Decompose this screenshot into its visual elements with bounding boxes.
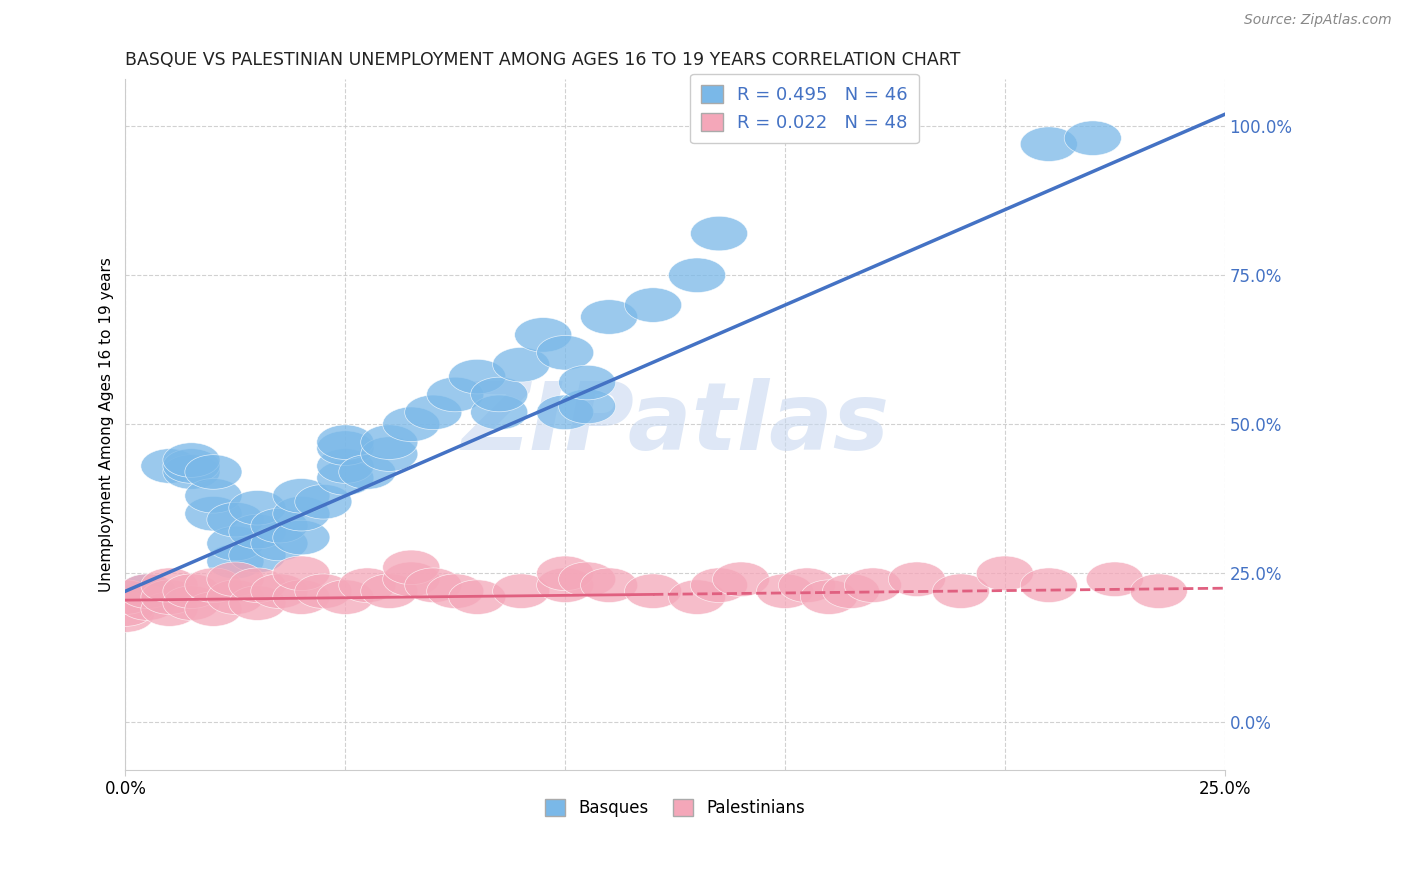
Ellipse shape bbox=[184, 455, 242, 489]
Ellipse shape bbox=[141, 568, 198, 602]
Ellipse shape bbox=[316, 580, 374, 615]
Ellipse shape bbox=[120, 586, 176, 621]
Ellipse shape bbox=[339, 568, 396, 602]
Ellipse shape bbox=[163, 455, 219, 489]
Ellipse shape bbox=[405, 395, 461, 430]
Ellipse shape bbox=[97, 580, 155, 615]
Ellipse shape bbox=[339, 455, 396, 489]
Ellipse shape bbox=[141, 580, 198, 615]
Ellipse shape bbox=[624, 574, 682, 608]
Ellipse shape bbox=[889, 562, 945, 597]
Ellipse shape bbox=[405, 568, 461, 602]
Ellipse shape bbox=[823, 574, 880, 608]
Ellipse shape bbox=[184, 478, 242, 513]
Ellipse shape bbox=[361, 425, 418, 459]
Ellipse shape bbox=[690, 568, 748, 602]
Ellipse shape bbox=[515, 318, 572, 352]
Ellipse shape bbox=[207, 580, 264, 615]
Ellipse shape bbox=[756, 574, 814, 608]
Text: Source: ZipAtlas.com: Source: ZipAtlas.com bbox=[1244, 13, 1392, 28]
Ellipse shape bbox=[382, 550, 440, 584]
Ellipse shape bbox=[558, 562, 616, 597]
Ellipse shape bbox=[713, 562, 769, 597]
Ellipse shape bbox=[1021, 568, 1077, 602]
Ellipse shape bbox=[316, 449, 374, 483]
Ellipse shape bbox=[184, 568, 242, 602]
Ellipse shape bbox=[316, 425, 374, 459]
Ellipse shape bbox=[1021, 127, 1077, 161]
Ellipse shape bbox=[668, 258, 725, 293]
Ellipse shape bbox=[361, 574, 418, 608]
Ellipse shape bbox=[250, 526, 308, 561]
Ellipse shape bbox=[141, 449, 198, 483]
Ellipse shape bbox=[273, 556, 330, 591]
Ellipse shape bbox=[229, 538, 285, 573]
Ellipse shape bbox=[449, 359, 506, 394]
Ellipse shape bbox=[97, 598, 155, 632]
Ellipse shape bbox=[273, 497, 330, 531]
Ellipse shape bbox=[581, 300, 638, 334]
Ellipse shape bbox=[471, 395, 527, 430]
Ellipse shape bbox=[250, 574, 308, 608]
Ellipse shape bbox=[120, 574, 176, 608]
Ellipse shape bbox=[250, 508, 308, 543]
Ellipse shape bbox=[382, 562, 440, 597]
Ellipse shape bbox=[382, 407, 440, 442]
Ellipse shape bbox=[97, 591, 155, 626]
Text: BASQUE VS PALESTINIAN UNEMPLOYMENT AMONG AGES 16 TO 19 YEARS CORRELATION CHART: BASQUE VS PALESTINIAN UNEMPLOYMENT AMONG… bbox=[125, 51, 960, 69]
Ellipse shape bbox=[492, 574, 550, 608]
Ellipse shape bbox=[800, 580, 858, 615]
Ellipse shape bbox=[690, 216, 748, 251]
Ellipse shape bbox=[229, 568, 285, 602]
Ellipse shape bbox=[273, 520, 330, 555]
Ellipse shape bbox=[492, 347, 550, 382]
Ellipse shape bbox=[163, 574, 219, 608]
Ellipse shape bbox=[163, 586, 219, 621]
Ellipse shape bbox=[273, 478, 330, 513]
Ellipse shape bbox=[163, 449, 219, 483]
Ellipse shape bbox=[207, 526, 264, 561]
Ellipse shape bbox=[120, 574, 176, 608]
Ellipse shape bbox=[779, 568, 835, 602]
Ellipse shape bbox=[295, 484, 352, 519]
Ellipse shape bbox=[668, 580, 725, 615]
Ellipse shape bbox=[537, 556, 593, 591]
Ellipse shape bbox=[229, 491, 285, 525]
Ellipse shape bbox=[471, 377, 527, 412]
Ellipse shape bbox=[207, 544, 264, 579]
Ellipse shape bbox=[426, 574, 484, 608]
Ellipse shape bbox=[229, 515, 285, 549]
Ellipse shape bbox=[316, 460, 374, 495]
Ellipse shape bbox=[558, 389, 616, 424]
Ellipse shape bbox=[976, 556, 1033, 591]
Text: ZIPatlas: ZIPatlas bbox=[461, 378, 889, 470]
Ellipse shape bbox=[163, 442, 219, 477]
Ellipse shape bbox=[537, 568, 593, 602]
Ellipse shape bbox=[141, 591, 198, 626]
Ellipse shape bbox=[537, 395, 593, 430]
Ellipse shape bbox=[229, 586, 285, 621]
Ellipse shape bbox=[1064, 121, 1122, 155]
Ellipse shape bbox=[426, 377, 484, 412]
Ellipse shape bbox=[558, 365, 616, 400]
Ellipse shape bbox=[537, 335, 593, 370]
Ellipse shape bbox=[449, 580, 506, 615]
Ellipse shape bbox=[624, 288, 682, 322]
Ellipse shape bbox=[581, 568, 638, 602]
Ellipse shape bbox=[184, 497, 242, 531]
Ellipse shape bbox=[361, 437, 418, 471]
Ellipse shape bbox=[273, 580, 330, 615]
Ellipse shape bbox=[845, 568, 901, 602]
Ellipse shape bbox=[207, 502, 264, 537]
Ellipse shape bbox=[1130, 574, 1187, 608]
Ellipse shape bbox=[120, 580, 176, 615]
Ellipse shape bbox=[295, 574, 352, 608]
Ellipse shape bbox=[184, 591, 242, 626]
Ellipse shape bbox=[207, 562, 264, 597]
Ellipse shape bbox=[932, 574, 990, 608]
Ellipse shape bbox=[316, 431, 374, 466]
Y-axis label: Unemployment Among Ages 16 to 19 years: Unemployment Among Ages 16 to 19 years bbox=[100, 257, 114, 591]
Ellipse shape bbox=[1087, 562, 1143, 597]
Legend: Basques, Palestinians: Basques, Palestinians bbox=[538, 792, 813, 824]
